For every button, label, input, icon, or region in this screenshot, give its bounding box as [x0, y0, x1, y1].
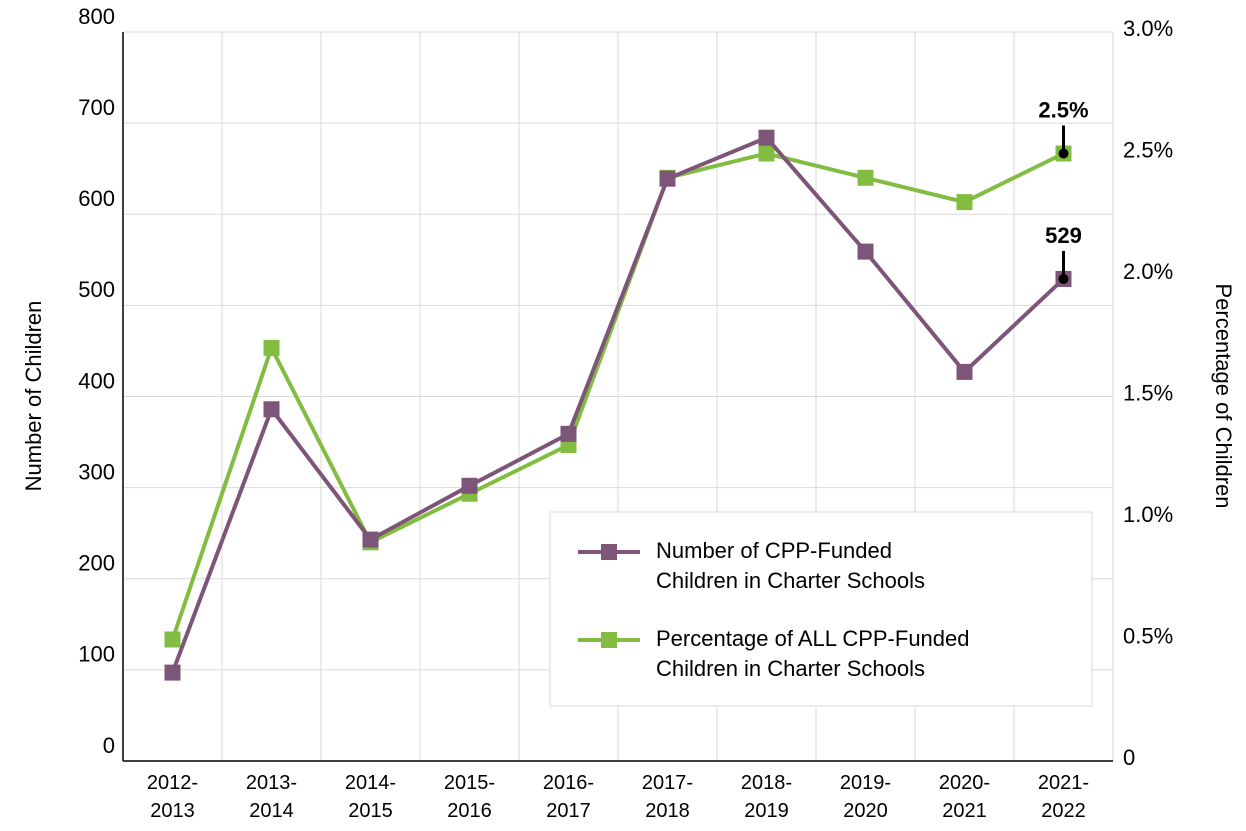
- y-tick-label: 600: [78, 186, 115, 211]
- y-tick-label: 200: [78, 551, 115, 576]
- legend-marker: [601, 632, 617, 648]
- marker: [956, 363, 973, 380]
- y2-tick-label: 2.5%: [1123, 137, 1173, 162]
- marker: [758, 145, 775, 162]
- marker: [263, 401, 280, 418]
- y2-axis-title: Percentage of Children: [1211, 283, 1236, 508]
- x-tick-label: 2015-2016: [443, 772, 496, 822]
- y-tick-label: 300: [78, 459, 115, 484]
- x-tick-label: 2013-2014: [245, 772, 298, 822]
- marker: [164, 631, 181, 648]
- x-tick-label: 2014-2015: [344, 772, 397, 822]
- x-tick-label: 2016-2017: [542, 772, 595, 822]
- marker: [857, 169, 874, 186]
- x-tick-label: 2020-2021: [938, 772, 991, 822]
- legend-label: Percentage of ALL CPP-Funded Children in…: [656, 626, 970, 681]
- x-tick-label: 2017-2018: [641, 772, 694, 822]
- y2-tick-label: 2.0%: [1123, 259, 1173, 284]
- marker: [362, 531, 379, 548]
- y-tick-label: 100: [78, 642, 115, 667]
- y2-tick-label: 3.0%: [1123, 16, 1173, 41]
- marker: [857, 243, 874, 260]
- legend-label: Number of CPP-Funded Children in Charter…: [656, 538, 926, 593]
- marker: [560, 425, 577, 442]
- x-tick-label: 2021-2022: [1037, 772, 1090, 822]
- x-tick-label: 2012-2013: [146, 772, 199, 822]
- y-axis-title: Number of Children: [21, 301, 46, 492]
- series-line: [170, 135, 1065, 674]
- y2-tick-label: 0.5%: [1123, 623, 1173, 648]
- annotation-dot: [1058, 273, 1069, 284]
- y2-tick-label: 1.0%: [1123, 502, 1173, 527]
- data-label: 2.5%: [1038, 97, 1088, 122]
- x-tick-label: 2018-2019: [740, 772, 793, 822]
- legend-box: [549, 511, 1093, 707]
- y-tick-label: 0: [103, 733, 115, 758]
- y-tick-label: 400: [78, 368, 115, 393]
- marker: [263, 339, 280, 356]
- y-tick-label: 800: [78, 4, 115, 29]
- marker: [164, 664, 181, 681]
- data-label: 529: [1045, 223, 1082, 248]
- y2-tick-label: 0: [1123, 745, 1135, 770]
- marker: [461, 477, 478, 494]
- y-tick-label: 700: [78, 95, 115, 120]
- annotation-dot: [1058, 148, 1069, 159]
- marker: [956, 194, 973, 211]
- y2-tick-label: 1.5%: [1123, 380, 1173, 405]
- x-tick-label: 2019-2020: [839, 772, 892, 822]
- marker: [758, 129, 775, 146]
- legend-marker: [601, 544, 617, 560]
- y-tick-label: 500: [78, 277, 115, 302]
- marker: [659, 170, 676, 187]
